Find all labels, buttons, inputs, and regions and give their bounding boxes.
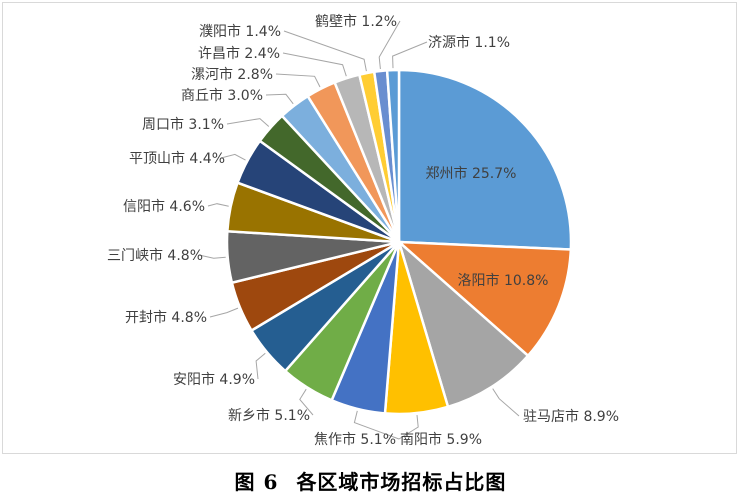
pie-slice-18 (385, 68, 401, 243)
leader-line-7 (255, 352, 266, 380)
slice-label-7: 安阳市 4.9% (173, 371, 255, 388)
figure-caption: 图 6 各区域市场招标占比图 (0, 466, 741, 495)
slice-label-9: 三门峡市 4.8% (107, 247, 203, 264)
slice-label-8: 开封市 4.8% (125, 309, 207, 326)
leader-line-9 (198, 254, 226, 259)
leader-line-16 (283, 30, 367, 72)
slice-label-4: 南阳市 5.9% (400, 431, 482, 448)
leader-line-18 (392, 41, 428, 69)
slice-label-2: 洛阳市 10.8% (458, 272, 549, 289)
leader-line-11 (220, 153, 246, 161)
leader-line-10 (207, 203, 229, 207)
slice-label-18: 济源市 1.1% (428, 34, 510, 51)
slice-label-13: 商丘市 3.0% (181, 87, 263, 104)
slice-label-5: 焦作市 5.1% (314, 431, 396, 448)
leader-line-14 (275, 73, 321, 88)
slice-label-3: 驻马店市 8.9% (523, 408, 619, 425)
leader-line-13 (265, 93, 294, 105)
slice-label-17: 鹤壁市 1.2% (315, 13, 397, 30)
leader-line-12 (226, 118, 270, 127)
chart-frame: 郑州市 25.7% 洛阳市 10.8% 驻马店市 8.9% 南阳市 5.9% 焦作市 5… (2, 2, 737, 454)
pie-slice-1 (397, 68, 573, 251)
figure-title: 各区域市场招标占比图 (296, 470, 507, 494)
leader-line-4 (398, 415, 419, 440)
figure-number: 图 6 (234, 470, 279, 494)
leader-line-17 (378, 20, 401, 70)
leader-line-8 (209, 307, 239, 318)
slice-label-10: 信阳市 4.6% (123, 198, 205, 215)
slice-label-11: 平顶山市 4.4% (129, 150, 225, 167)
slice-label-1: 郑州市 25.7% (426, 165, 517, 182)
slice-label-15: 许昌市 2.4% (198, 45, 280, 62)
pie-slice-2 (395, 240, 573, 358)
leader-line-5 (353, 410, 400, 440)
leader-line-6 (299, 388, 314, 416)
leader-line-3 (492, 388, 520, 417)
slice-label-12: 周口市 3.1% (142, 116, 224, 133)
slice-label-16: 濮阳市 1.4% (199, 23, 281, 40)
slice-label-6: 新乡市 5.1% (228, 407, 310, 424)
pie-slice-3 (396, 238, 530, 409)
leader-line-15 (282, 52, 347, 77)
pie-chart: 郑州市 25.7% 洛阳市 10.8% 驻马店市 8.9% 南阳市 5.9%焦作市 5… (107, 13, 619, 448)
slice-label-14: 漯河市 2.8% (191, 66, 273, 83)
